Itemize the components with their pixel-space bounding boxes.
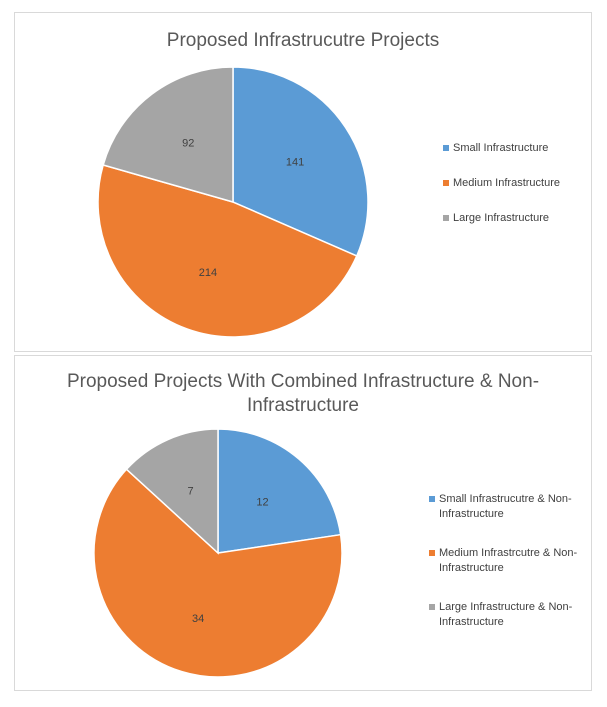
pie-slice-small bbox=[232, 66, 369, 257]
legend-label: Small Infrastructure bbox=[453, 142, 549, 154]
data-label-medium: 214 bbox=[199, 267, 217, 279]
pie-slice-large bbox=[102, 66, 234, 203]
legend: Small Infrastrucutre & Non-Infrastructur… bbox=[429, 492, 589, 654]
chart-title: Proposed Projects With Combined Infrastr… bbox=[66, 371, 540, 416]
data-label-small: 12 bbox=[256, 496, 268, 508]
legend-swatch bbox=[443, 180, 449, 186]
data-label-small: 141 bbox=[286, 156, 304, 168]
pie-chart: 12 34 7 bbox=[93, 428, 343, 678]
legend-label: Medium Infrastrcutre & Non-Infrastructur… bbox=[439, 547, 578, 574]
legend-label: Medium Infrastructure bbox=[453, 177, 560, 189]
chart-panel-1: Proposed Infrastrucutre Projects 141 214 9… bbox=[14, 12, 592, 352]
legend-item-large: Large Infrastructure & Non-Infrastructur… bbox=[429, 600, 589, 630]
legend-swatch bbox=[429, 604, 435, 610]
data-label-medium: 34 bbox=[192, 613, 204, 625]
legend-swatch bbox=[443, 145, 449, 151]
chart-title: Proposed Infrastrucutre Projects bbox=[166, 30, 440, 51]
pie-slice-medium bbox=[97, 164, 358, 338]
legend-item-large: Large Infrastructure bbox=[443, 211, 560, 226]
legend-label: Large Infrastructure & Non-Infrastructur… bbox=[439, 601, 573, 628]
data-label-large: 92 bbox=[182, 138, 194, 150]
legend-item-small: Small Infrastrucutre & Non-Infrastructur… bbox=[429, 492, 589, 522]
legend-swatch bbox=[443, 215, 449, 221]
legend-item-small: Small Infrastructure bbox=[443, 141, 560, 156]
pie-slice-small bbox=[217, 428, 342, 554]
legend-swatch bbox=[429, 496, 435, 502]
legend: Small Infrastructure Medium Infrastructu… bbox=[443, 141, 560, 246]
legend-label: Small Infrastrucutre & Non-Infrastructur… bbox=[439, 493, 572, 520]
pie-slice-large bbox=[125, 428, 219, 555]
pie-slice-medium bbox=[93, 468, 343, 678]
legend-item-medium: Medium Infrastructure bbox=[443, 176, 560, 191]
legend-label: Large Infrastructure bbox=[453, 212, 549, 224]
legend-swatch bbox=[429, 550, 435, 556]
pie-chart: 141 214 92 bbox=[97, 66, 369, 338]
chart-panel-2: Proposed Projects With Combined Infrastr… bbox=[14, 355, 592, 691]
legend-item-medium: Medium Infrastrcutre & Non-Infrastructur… bbox=[429, 546, 589, 576]
data-label-large: 7 bbox=[187, 486, 193, 498]
